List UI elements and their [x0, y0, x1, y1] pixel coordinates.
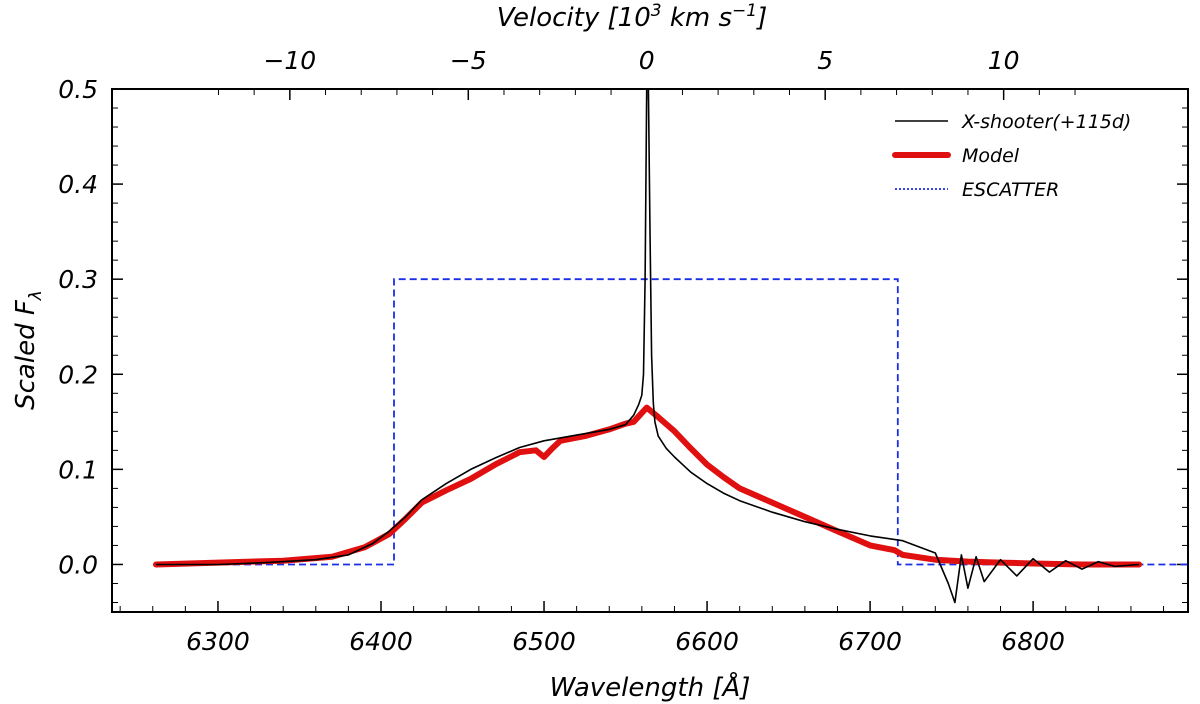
y-tick-label: 0.3 [58, 265, 98, 294]
velocity-tick-label: −10 [263, 46, 316, 75]
y-tick-label: 0.2 [58, 360, 98, 389]
y-label-main: Scaled F [11, 299, 41, 410]
velocity-title-exp1: 3 [651, 1, 662, 21]
velocity-tick-label: −5 [450, 46, 487, 75]
series-layer [153, 89, 1188, 604]
x-tick-label-6700: 6700 [838, 627, 902, 656]
x-tick-label-6300: 6300 [186, 627, 250, 656]
velocity-title-exp2: −1 [732, 1, 757, 21]
x-tick-label-6800: 6800 [1001, 627, 1065, 656]
y-tick-label: 0.0 [58, 550, 98, 579]
labels-layer: 6300 6400 6500 6600 6700 6800 0.0 0.1 0.2 0.3 0.4 0… [58, 46, 1065, 656]
x-tick-label-6600: 6600 [675, 627, 739, 656]
x-tick-label-6400: 6400 [349, 627, 413, 656]
top-x-axis-label: Velocity [103 km s−1] [497, 1, 768, 33]
velocity-tick-label: 5 [817, 46, 833, 75]
plot-frame [111, 88, 1189, 613]
y-label-sub: λ [26, 290, 46, 301]
legend-label: X-shooter(+115d) [961, 111, 1131, 133]
y-tick-label: 0.4 [58, 170, 98, 199]
velocity-tick-label: 10 [988, 46, 1020, 75]
velocity-title-part3: ] [756, 3, 767, 33]
series-line-x-shooter-115d- [156, 89, 1140, 604]
ticks-layer [112, 88, 1188, 612]
velocity-title-part1: Velocity [10 [497, 3, 651, 33]
x-tick-label-6500: 6500 [512, 627, 576, 656]
velocity-tick-label: 0 [639, 46, 655, 75]
y-tick-label: 0.1 [58, 455, 98, 484]
y-axis-label: Scaled Fλ [11, 290, 46, 410]
legend: X-shooter(+115d) Model ESCATTER [892, 111, 1131, 201]
x-axis-label: Wavelength [Å] [550, 671, 751, 703]
series-line-escatter [156, 278, 1188, 566]
legend-label: Model [962, 145, 1020, 167]
series-line-model [153, 404, 1143, 568]
legend-label: ESCATTER [962, 179, 1059, 201]
velocity-title-part2: km s [662, 3, 732, 33]
y-tick-label: 0.5 [58, 75, 98, 104]
